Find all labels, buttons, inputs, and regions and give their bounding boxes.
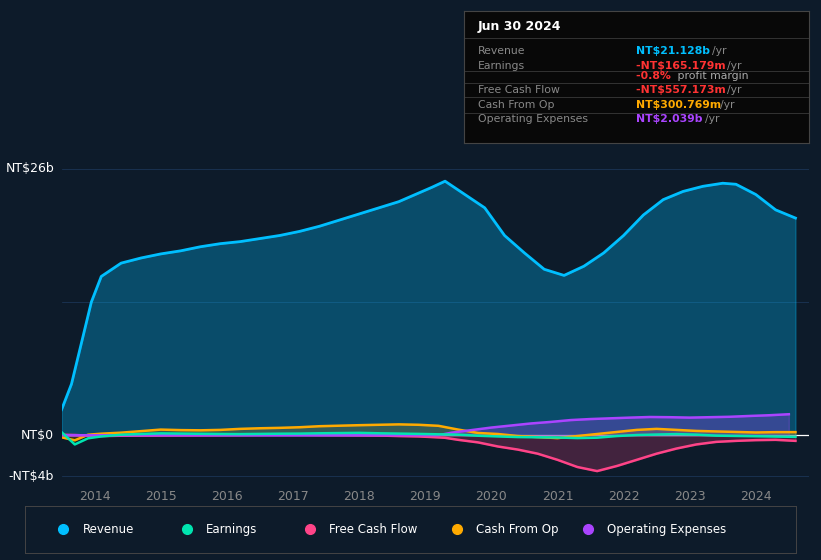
Text: -NT$4b: -NT$4b bbox=[9, 470, 54, 483]
Text: Cash From Op: Cash From Op bbox=[478, 100, 554, 110]
Text: Revenue: Revenue bbox=[478, 46, 525, 55]
Text: NT$21.128b: NT$21.128b bbox=[636, 46, 714, 55]
Text: -0.8%: -0.8% bbox=[636, 71, 675, 81]
Text: Earnings: Earnings bbox=[206, 523, 257, 536]
Text: /yr: /yr bbox=[727, 85, 742, 95]
Text: -NT$557.173m: -NT$557.173m bbox=[636, 85, 730, 95]
Text: profit margin: profit margin bbox=[674, 71, 749, 81]
Text: NT$0: NT$0 bbox=[21, 429, 54, 442]
Text: NT$26b: NT$26b bbox=[6, 162, 54, 175]
Text: Free Cash Flow: Free Cash Flow bbox=[478, 85, 560, 95]
Text: NT$2.039b: NT$2.039b bbox=[636, 114, 707, 124]
Text: Cash From Op: Cash From Op bbox=[476, 523, 558, 536]
Text: /yr: /yr bbox=[712, 46, 727, 55]
Text: -NT$165.179m: -NT$165.179m bbox=[636, 61, 730, 71]
Text: Earnings: Earnings bbox=[478, 61, 525, 71]
Text: /yr: /yr bbox=[727, 61, 742, 71]
Text: Revenue: Revenue bbox=[83, 523, 134, 536]
Text: /yr: /yr bbox=[704, 114, 719, 124]
Text: Operating Expenses: Operating Expenses bbox=[478, 114, 588, 124]
Text: Free Cash Flow: Free Cash Flow bbox=[329, 523, 418, 536]
Text: Operating Expenses: Operating Expenses bbox=[608, 523, 727, 536]
Text: /yr: /yr bbox=[720, 100, 734, 110]
Text: NT$300.769m: NT$300.769m bbox=[636, 100, 725, 110]
Text: Jun 30 2024: Jun 30 2024 bbox=[478, 20, 562, 34]
